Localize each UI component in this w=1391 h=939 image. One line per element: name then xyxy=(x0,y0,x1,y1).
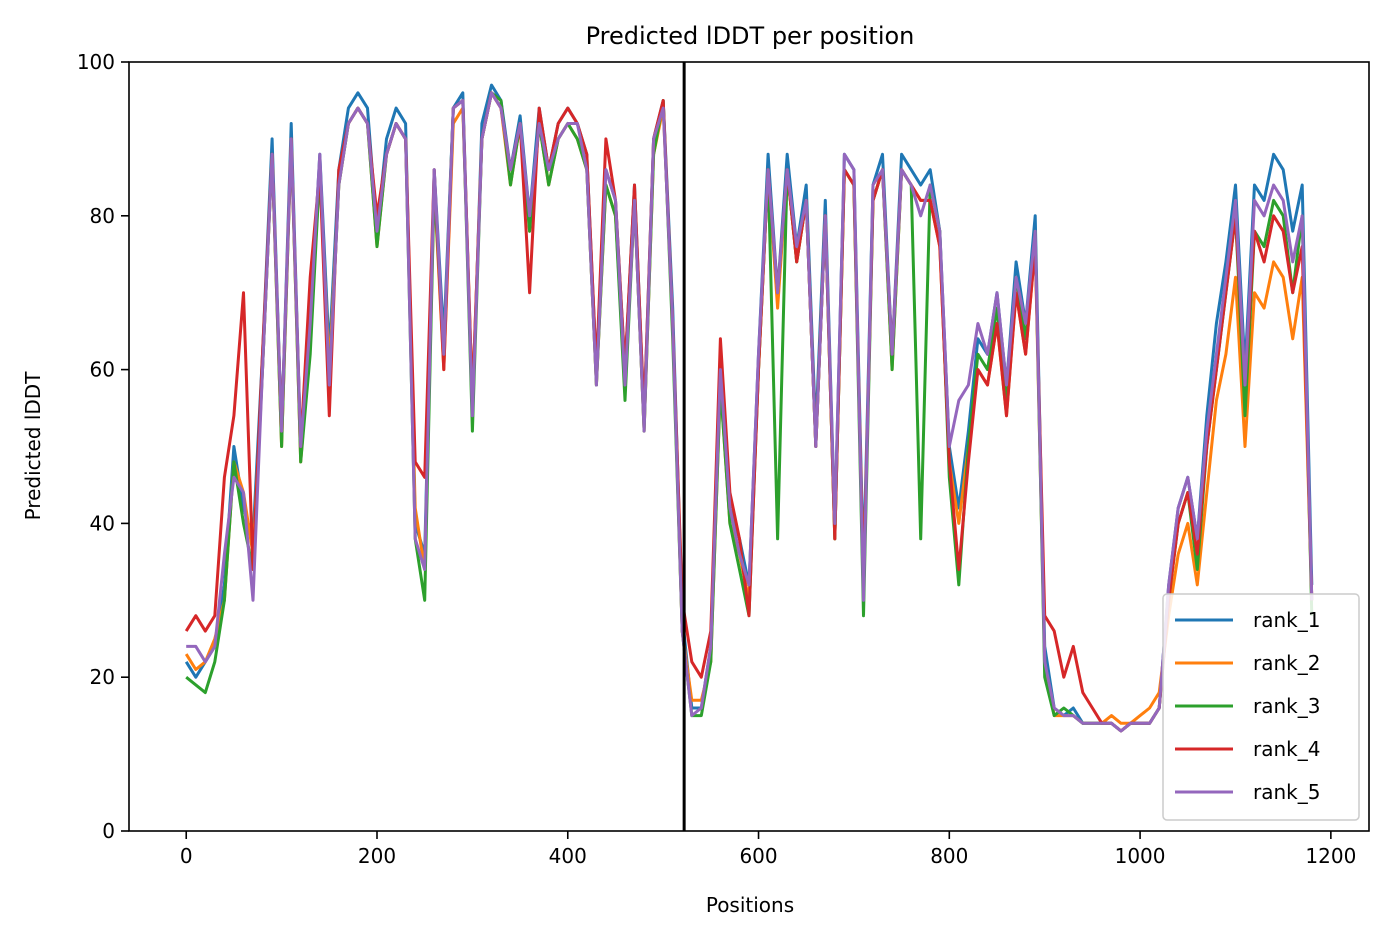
legend-label-rank-4: rank_4 xyxy=(1253,737,1320,761)
plot-frame xyxy=(128,61,1370,832)
y-tick-label: 0 xyxy=(102,819,115,843)
y-axis-title: Predicted lDDT xyxy=(21,371,45,521)
y-tick-label: 40 xyxy=(90,511,115,535)
legend-label-rank-5: rank_5 xyxy=(1253,780,1320,804)
legend-label-rank-1: rank_1 xyxy=(1253,608,1320,632)
x-tick-label: 400 xyxy=(549,844,587,868)
x-tick-label: 1200 xyxy=(1305,844,1356,868)
x-tick-label: 0 xyxy=(180,844,193,868)
x-tick-label: 800 xyxy=(930,844,968,868)
y-tick-label: 80 xyxy=(90,204,115,228)
x-axis-title: Positions xyxy=(706,893,794,917)
series-line-rank-5 xyxy=(186,91,1314,733)
chart-title: Predicted lDDT per position xyxy=(586,22,915,50)
legend-label-rank-3: rank_3 xyxy=(1253,694,1320,718)
legend-box xyxy=(1162,593,1360,821)
x-tick-label: 200 xyxy=(358,844,396,868)
x-axis: 0 200 400 600 800 1000 1200 xyxy=(180,831,1356,868)
legend: rank_1 rank_2 rank_3 rank_4 rank_5 xyxy=(1162,593,1360,821)
y-tick-label: 100 xyxy=(77,50,115,74)
legend-label-rank-2: rank_2 xyxy=(1253,651,1320,675)
y-tick-label: 60 xyxy=(90,358,115,382)
series-lines xyxy=(184,83,1314,733)
y-axis: 0 20 40 60 80 100 xyxy=(77,50,129,843)
x-tick-label: 1000 xyxy=(1115,844,1166,868)
x-tick-label: 600 xyxy=(739,844,777,868)
y-tick-label: 20 xyxy=(90,665,115,689)
